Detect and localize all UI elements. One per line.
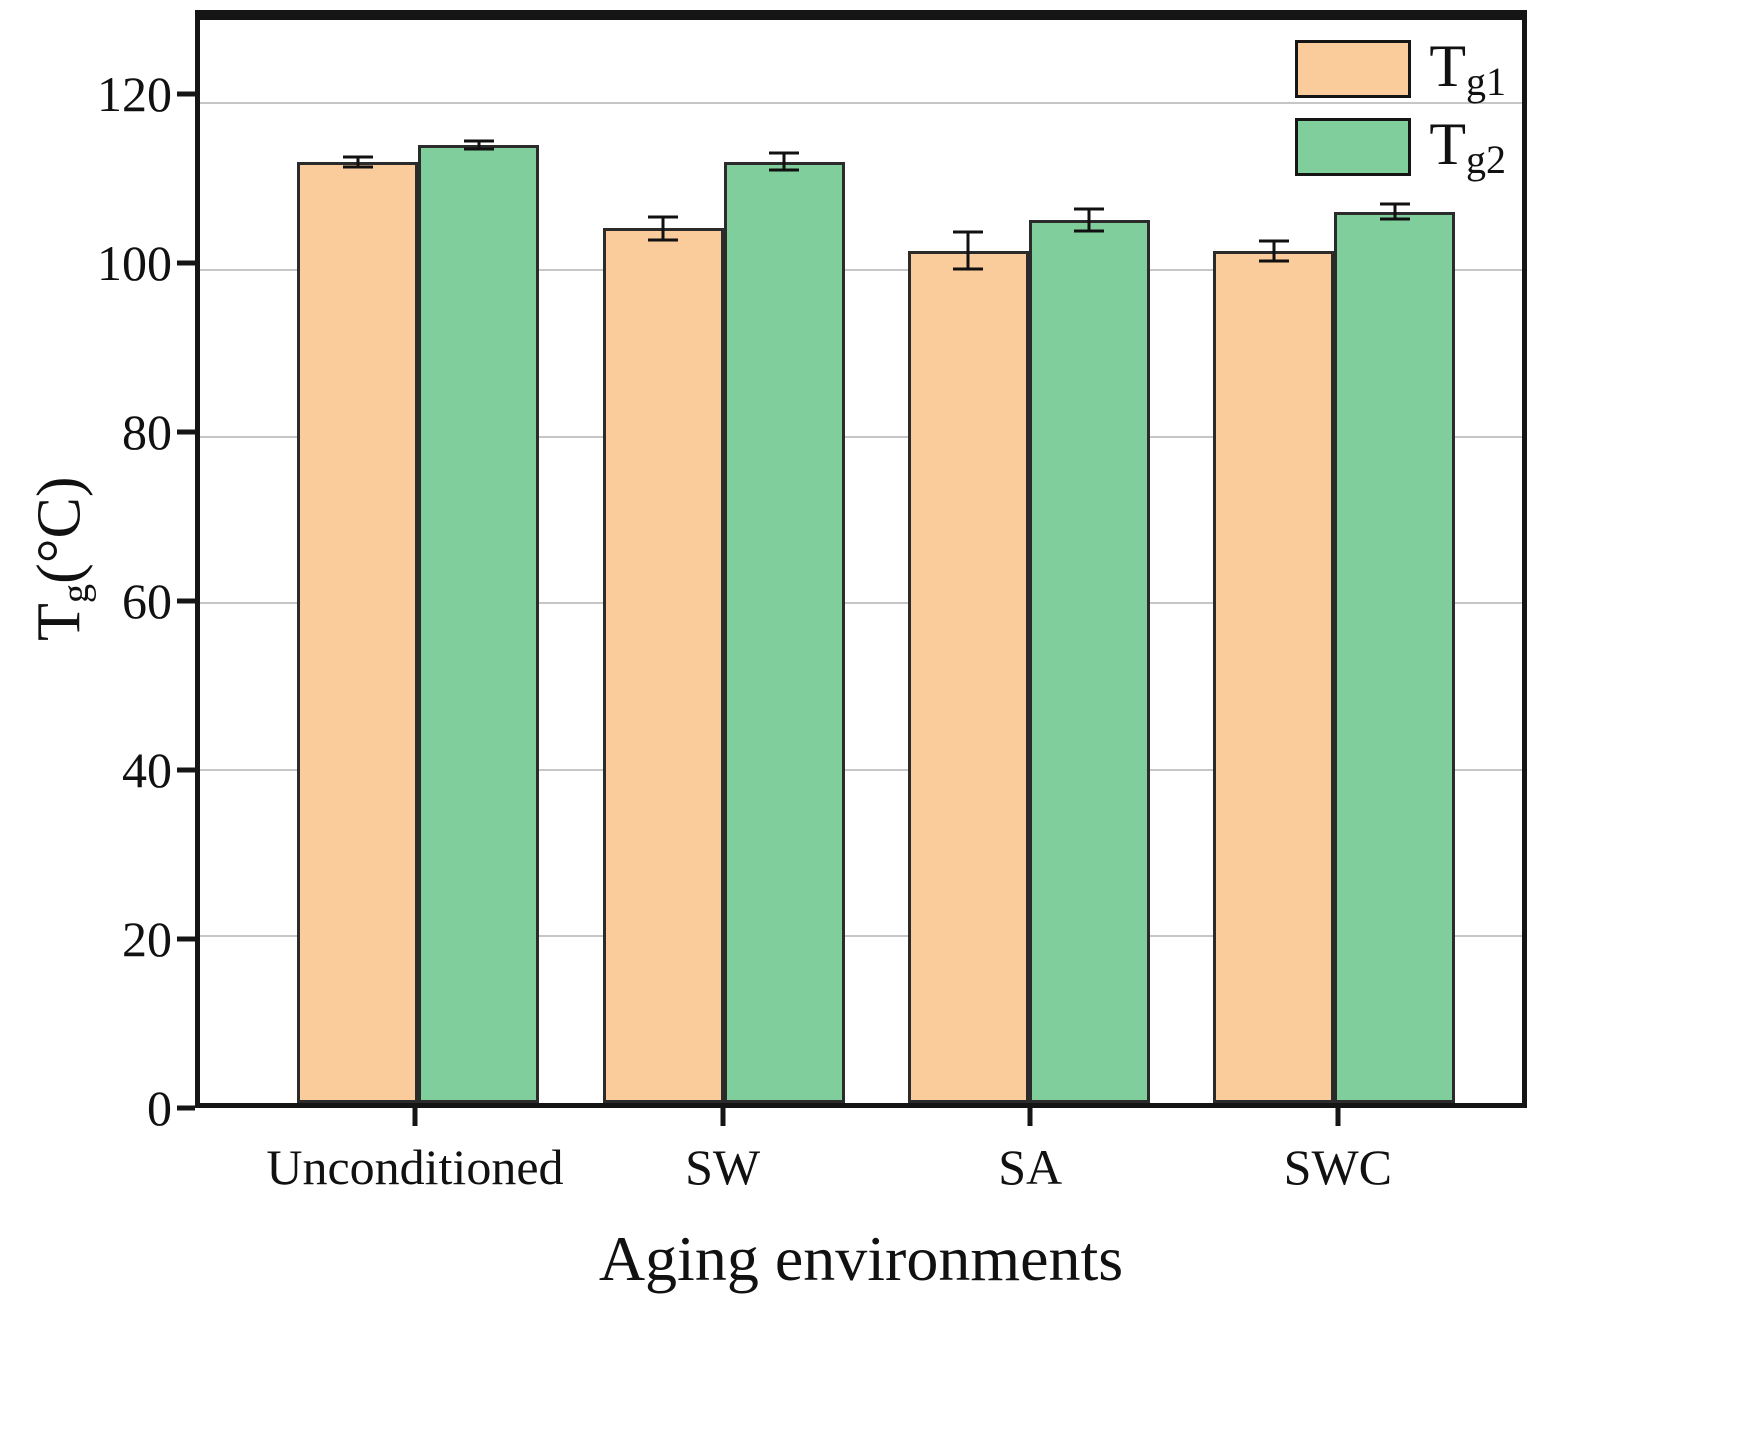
legend-label-main-tg1: T xyxy=(1429,33,1466,99)
error-bar-cap-top-tg1-unconditioned xyxy=(342,155,373,159)
y-tick-label-100: 100 xyxy=(97,235,172,292)
y-tick-mark-40 xyxy=(177,767,195,773)
error-bar-cap-bottom-tg2-swc xyxy=(1379,217,1410,221)
y-tick-label-60: 60 xyxy=(122,573,172,630)
gridline-40 xyxy=(200,768,1522,771)
legend-label-main-tg2: T xyxy=(1429,110,1466,177)
legend-item-tg2: Tg2 xyxy=(1295,114,1506,180)
x-axis-tick-marks xyxy=(195,1108,1527,1128)
plot-area: Tg1 Tg2 xyxy=(195,10,1527,1108)
legend-item-tg1: Tg1 xyxy=(1295,36,1506,102)
x-tick-mark-unconditioned xyxy=(412,1108,418,1126)
x-tick-mark-swc xyxy=(1335,1108,1341,1126)
error-bar-cap-top-tg1-swc xyxy=(1258,239,1289,243)
bar-tg1-sw xyxy=(602,228,724,1103)
error-bar-cap-bottom-tg1-swc xyxy=(1258,259,1289,263)
error-bar-cap-top-tg2-sw xyxy=(769,151,800,155)
error-bar-cap-bottom-tg1-unconditioned xyxy=(342,165,373,169)
error-bar-tg1-swc xyxy=(1272,240,1276,261)
y-tick-label-20: 20 xyxy=(122,911,172,968)
error-bar-cap-top-tg1-sw xyxy=(648,215,679,219)
y-tick-mark-120 xyxy=(177,91,195,97)
legend-swatch-tg2 xyxy=(1295,117,1412,176)
gridline-80 xyxy=(200,435,1522,438)
x-tick-mark-sa xyxy=(1027,1108,1033,1126)
x-axis-tick-labels: Unconditioned SW SA SWC xyxy=(195,1138,1527,1208)
bar-tg1-unconditioned xyxy=(297,161,419,1103)
bar-tg1-swc xyxy=(1213,250,1335,1103)
bar-tg2-unconditioned xyxy=(418,144,540,1103)
gridline-100 xyxy=(200,268,1522,271)
y-tick-label-0: 0 xyxy=(147,1080,172,1136)
y-tick-label-40: 40 xyxy=(122,742,172,799)
legend-label-tg2: Tg2 xyxy=(1429,114,1506,180)
error-bar-cap-bottom-tg1-sa xyxy=(953,267,984,271)
y-tick-mark-60 xyxy=(177,598,195,604)
error-bar-tg1-unconditioned xyxy=(356,156,360,167)
legend-swatch-tg1 xyxy=(1295,39,1412,98)
y-tick-label-120: 120 xyxy=(97,66,172,123)
gridlines xyxy=(200,20,1522,1103)
error-bar-tg2-swc xyxy=(1393,204,1397,220)
x-axis-label: Aging environments xyxy=(598,1223,1124,1294)
error-bar-tg2-sw xyxy=(782,153,786,170)
x-tick-label-unconditioned: Unconditioned xyxy=(266,1139,564,1195)
bar-tg2-swc xyxy=(1334,211,1456,1103)
gridline-120 xyxy=(200,102,1522,105)
bar-tg1-sa xyxy=(907,250,1029,1103)
y-tick-mark-20 xyxy=(177,936,195,942)
y-tick-mark-100 xyxy=(177,260,195,266)
y-tick-mark-80 xyxy=(177,429,195,435)
error-bar-tg2-unconditioned xyxy=(477,140,481,150)
x-tick-mark-sw xyxy=(720,1108,726,1126)
error-bar-cap-top-tg2-unconditioned xyxy=(463,139,494,143)
legend-label-tg1: Tg1 xyxy=(1429,36,1506,102)
legend-label-sub-tg2: g2 xyxy=(1466,136,1506,182)
error-bar-tg2-sa xyxy=(1087,209,1091,231)
bar-tg2-sw xyxy=(723,161,845,1103)
error-bar-tg1-sw xyxy=(661,216,665,240)
x-tick-label-sa: SA xyxy=(998,1139,1063,1195)
y-axis-tick-labels: 0 20 40 60 80 100 120 xyxy=(0,10,172,1133)
error-bar-cap-bottom-tg1-sw xyxy=(648,238,679,242)
error-bar-tg1-sa xyxy=(966,232,970,270)
x-tick-label-sw: SW xyxy=(685,1139,761,1195)
error-bar-cap-top-tg2-sa xyxy=(1074,207,1105,211)
y-tick-label-80: 80 xyxy=(122,404,172,461)
gridline-60 xyxy=(200,602,1522,605)
y-axis-tick-marks xyxy=(177,10,195,1111)
legend: Tg1 Tg2 xyxy=(1295,36,1506,180)
legend-label-sub-tg1: g1 xyxy=(1466,58,1506,104)
x-tick-label-swc: SWC xyxy=(1283,1139,1392,1195)
gridline-20 xyxy=(200,935,1522,938)
error-bar-cap-top-tg1-sa xyxy=(953,230,984,234)
error-bar-cap-top-tg2-swc xyxy=(1379,202,1410,206)
error-bar-cap-bottom-tg2-unconditioned xyxy=(463,147,494,151)
bar-tg2-sa xyxy=(1028,219,1150,1103)
bars-layer xyxy=(200,20,1522,1103)
error-bar-cap-bottom-tg2-sw xyxy=(769,168,800,172)
y-tick-mark-0 xyxy=(177,1105,195,1111)
error-bar-cap-bottom-tg2-sa xyxy=(1074,229,1105,233)
